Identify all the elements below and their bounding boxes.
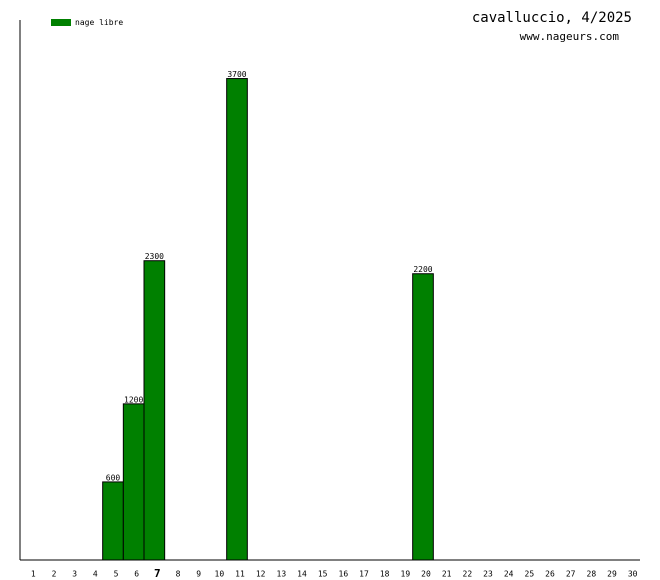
x-tick-label: 2	[52, 570, 57, 579]
x-tick-label: 28	[587, 570, 597, 579]
x-tick-label: 26	[545, 570, 555, 579]
x-tick-label: 6	[134, 570, 139, 579]
legend-swatch	[51, 19, 71, 26]
bar	[122, 403, 145, 561]
value-label: 600	[106, 473, 121, 482]
x-tick-label: 18	[380, 570, 390, 579]
chart-title: cavalluccio, 4/2025	[472, 10, 632, 26]
value-label: 3700	[227, 70, 246, 79]
chart-subtitle: www.nageurs.com	[520, 30, 620, 43]
value-label: 1200	[124, 395, 143, 404]
x-tick-label: 9	[196, 570, 201, 579]
legend-label: nage libre	[75, 18, 123, 27]
x-tick-label: 14	[297, 570, 307, 579]
bar	[412, 273, 434, 561]
x-tick-label: 1	[31, 570, 36, 579]
x-tick-label: 5	[114, 570, 119, 579]
x-tick-label: 16	[339, 570, 349, 579]
bar	[143, 260, 166, 561]
x-tick-label: 8	[176, 570, 181, 579]
x-tick-label: 27	[566, 570, 576, 579]
x-tick-label: 20	[421, 570, 431, 579]
x-tick-label: 22	[463, 570, 473, 579]
x-tick-label: 7	[154, 567, 161, 580]
x-tick-label: 23	[483, 570, 493, 579]
x-tick-label: 13	[277, 570, 287, 579]
x-tick-label: 4	[93, 570, 98, 579]
x-tick-label: 29	[607, 570, 617, 579]
x-tick-label: 25	[525, 570, 535, 579]
x-tick-label: 24	[504, 570, 514, 579]
x-tick-label: 10	[215, 570, 225, 579]
x-tick-label: 15	[318, 570, 328, 579]
x-tick-label: 11	[235, 570, 245, 579]
x-tick-label: 17	[359, 570, 369, 579]
bar	[102, 481, 124, 561]
x-tick-label: 3	[72, 570, 77, 579]
bar	[226, 78, 248, 561]
x-tick-label: 30	[628, 570, 638, 579]
x-tick-label: 12	[256, 570, 266, 579]
x-tick-label: 19	[401, 570, 411, 579]
value-label: 2300	[145, 252, 164, 261]
value-label: 2200	[413, 265, 432, 274]
x-tick-label: 21	[442, 570, 452, 579]
